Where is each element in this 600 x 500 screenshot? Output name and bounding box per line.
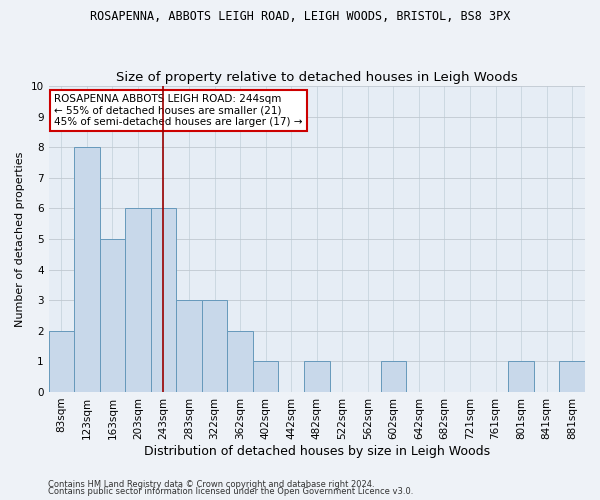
Title: Size of property relative to detached houses in Leigh Woods: Size of property relative to detached ho… — [116, 70, 518, 84]
Text: ROSAPENNA ABBOTS LEIGH ROAD: 244sqm
← 55% of detached houses are smaller (21)
45: ROSAPENNA ABBOTS LEIGH ROAD: 244sqm ← 55… — [54, 94, 302, 127]
Bar — [380, 362, 406, 392]
Bar — [202, 300, 227, 392]
Text: Contains HM Land Registry data © Crown copyright and database right 2024.: Contains HM Land Registry data © Crown c… — [48, 480, 374, 489]
Bar — [304, 362, 329, 392]
Text: Contains public sector information licensed under the Open Government Licence v3: Contains public sector information licen… — [48, 487, 413, 496]
Bar — [100, 239, 125, 392]
X-axis label: Distribution of detached houses by size in Leigh Woods: Distribution of detached houses by size … — [144, 444, 490, 458]
Bar — [49, 331, 74, 392]
Text: ROSAPENNA, ABBOTS LEIGH ROAD, LEIGH WOODS, BRISTOL, BS8 3PX: ROSAPENNA, ABBOTS LEIGH ROAD, LEIGH WOOD… — [90, 10, 510, 23]
Bar — [227, 331, 253, 392]
Bar — [559, 362, 585, 392]
Bar — [253, 362, 278, 392]
Y-axis label: Number of detached properties: Number of detached properties — [15, 152, 25, 326]
Bar — [125, 208, 151, 392]
Bar — [176, 300, 202, 392]
Bar — [74, 147, 100, 392]
Bar — [151, 208, 176, 392]
Bar — [508, 362, 534, 392]
